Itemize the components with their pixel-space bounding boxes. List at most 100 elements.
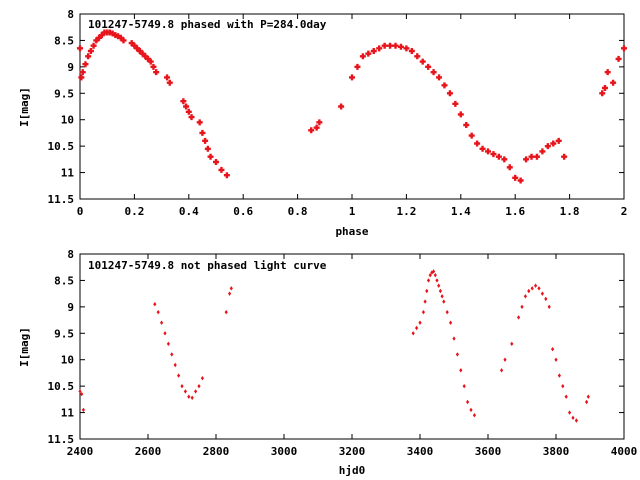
data-point bbox=[601, 85, 608, 91]
data-point bbox=[166, 341, 170, 347]
data-point bbox=[128, 40, 135, 47]
y-tick-label: 9 bbox=[67, 61, 74, 74]
x-tick-label: 4000 bbox=[611, 445, 638, 458]
data-point bbox=[397, 43, 404, 50]
data-point bbox=[224, 309, 228, 315]
y-tick-label: 8.5 bbox=[54, 34, 74, 47]
data-point bbox=[574, 418, 578, 423]
data-point bbox=[78, 74, 85, 81]
data-point bbox=[435, 278, 439, 283]
data-point bbox=[370, 48, 377, 54]
data-point bbox=[437, 283, 441, 288]
data-point bbox=[599, 90, 606, 97]
data-point bbox=[544, 296, 548, 302]
data-point bbox=[164, 74, 171, 81]
chart-title: 101247-5749.8 not phased light curve bbox=[88, 259, 327, 272]
data-point bbox=[185, 108, 192, 115]
data-point bbox=[197, 383, 201, 389]
y-tick-label: 11.5 bbox=[48, 433, 75, 446]
x-tick-label: 3800 bbox=[543, 445, 570, 458]
data-point bbox=[510, 341, 514, 347]
y-tick-label: 11.5 bbox=[48, 193, 75, 206]
data-point bbox=[438, 288, 442, 294]
data-point bbox=[349, 74, 355, 81]
y-tick-label: 9.5 bbox=[54, 87, 74, 100]
data-point bbox=[308, 127, 315, 134]
data-point bbox=[500, 368, 504, 373]
data-point bbox=[80, 391, 84, 397]
data-point bbox=[200, 376, 204, 381]
data-point bbox=[523, 294, 527, 299]
plot-frame bbox=[79, 253, 625, 440]
data-point bbox=[445, 309, 449, 315]
x-tick-label: 0 bbox=[77, 205, 84, 218]
data-point bbox=[537, 286, 541, 291]
data-point bbox=[423, 299, 427, 304]
data-point bbox=[153, 69, 160, 76]
data-point bbox=[177, 373, 181, 378]
x-tick-label: 1.2 bbox=[396, 205, 416, 218]
data-point bbox=[376, 45, 383, 52]
data-point bbox=[109, 30, 116, 37]
data-point bbox=[459, 368, 463, 373]
data-point bbox=[98, 32, 105, 39]
data-point bbox=[555, 137, 562, 144]
data-point bbox=[547, 304, 551, 310]
y-tick-label: 8 bbox=[67, 8, 74, 21]
data-point bbox=[79, 69, 86, 76]
data-point bbox=[204, 145, 211, 152]
data-point bbox=[490, 151, 497, 158]
data-point bbox=[528, 153, 535, 160]
data-point bbox=[472, 413, 476, 418]
x-axis-label: hjd0 bbox=[339, 464, 366, 477]
data-point bbox=[564, 394, 568, 399]
data-point bbox=[426, 278, 431, 283]
data-point bbox=[503, 357, 507, 362]
x-tick-label: 0.8 bbox=[288, 205, 308, 218]
data-point bbox=[207, 153, 214, 160]
data-point bbox=[610, 79, 617, 86]
data-point bbox=[136, 48, 143, 54]
data-point bbox=[78, 389, 82, 394]
data-point bbox=[419, 58, 426, 65]
data-point bbox=[229, 286, 233, 291]
data-point bbox=[462, 383, 466, 389]
data-points bbox=[77, 29, 627, 184]
data-point bbox=[466, 399, 470, 405]
data-point bbox=[96, 34, 103, 41]
data-point bbox=[131, 42, 138, 49]
data-point bbox=[441, 82, 448, 89]
data-point bbox=[530, 286, 534, 291]
data-points bbox=[78, 269, 590, 423]
x-tick-label: 0.6 bbox=[233, 205, 253, 218]
data-point bbox=[403, 45, 410, 52]
data-point bbox=[468, 132, 475, 139]
data-point bbox=[561, 383, 565, 389]
data-point bbox=[415, 325, 419, 331]
data-point bbox=[183, 103, 190, 110]
phased-light-curve-panel: 101247-5749.8 phased with P=284.0day pha… bbox=[18, 8, 627, 238]
data-point bbox=[517, 315, 521, 320]
data-point bbox=[338, 103, 345, 110]
y-tick-label: 10.5 bbox=[48, 380, 75, 393]
data-point bbox=[534, 283, 538, 288]
x-tick-label: 3400 bbox=[407, 445, 434, 458]
data-point bbox=[414, 53, 421, 60]
data-point bbox=[411, 331, 415, 336]
data-point bbox=[485, 148, 491, 155]
data-point bbox=[586, 394, 590, 399]
data-point bbox=[554, 357, 558, 362]
y-tick-label: 9 bbox=[67, 301, 74, 314]
x-tick-label: 0.2 bbox=[124, 205, 144, 218]
data-point bbox=[440, 294, 444, 299]
data-point bbox=[223, 172, 230, 179]
data-point bbox=[457, 111, 464, 118]
data-point bbox=[474, 140, 481, 147]
data-point bbox=[621, 45, 627, 52]
data-point bbox=[170, 352, 174, 357]
data-point bbox=[585, 399, 589, 405]
data-point bbox=[117, 34, 124, 41]
data-point bbox=[449, 320, 453, 325]
x-tick-label: 2800 bbox=[203, 445, 230, 458]
